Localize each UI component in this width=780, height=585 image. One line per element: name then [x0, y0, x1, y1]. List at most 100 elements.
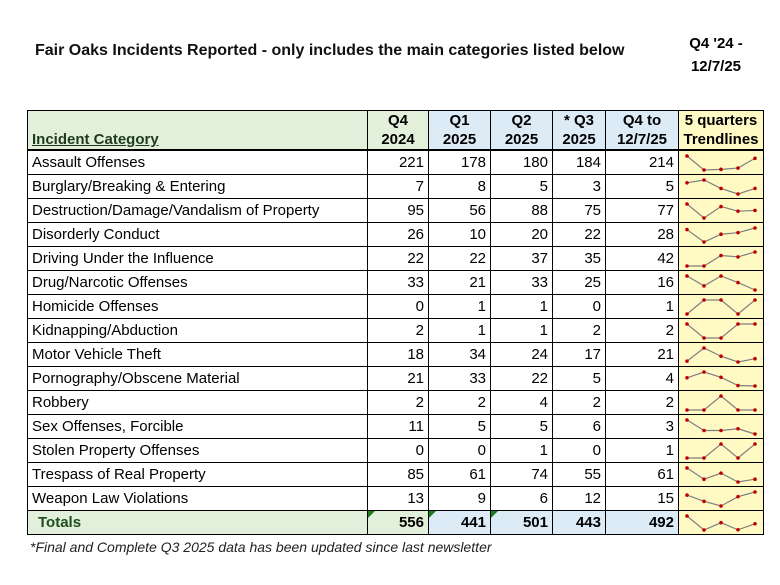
sparkline-marker: [719, 470, 723, 475]
value-q1-2025: 1: [428, 294, 491, 319]
sparkline-marker: [685, 201, 689, 206]
sparkline-marker: [685, 492, 689, 497]
sparkline: [685, 393, 757, 412]
trendline-cell: [678, 270, 764, 295]
sparkline: [685, 297, 757, 316]
sparkline-marker: [685, 263, 689, 268]
sparkline-marker: [685, 311, 689, 316]
sparkline-marker: [753, 431, 757, 436]
table-row: Kidnapping/Abduction 2 1 1 2 2: [27, 318, 764, 343]
totals-label: Totals: [27, 510, 368, 535]
category-cell: Robbery: [27, 390, 368, 415]
sparkline: [685, 273, 757, 292]
value-q3-2025: 12: [552, 486, 606, 511]
value-q4-2024: 2: [367, 390, 429, 415]
value-q2-2025: 5: [490, 174, 553, 199]
sparkline-path: [687, 394, 755, 411]
category-cell: Drug/Narcotic Offenses: [27, 270, 368, 295]
sparkline-marker: [702, 283, 706, 288]
table-row: Assault Offenses 221 178 180 184 214: [27, 149, 764, 175]
table-row: Weapon Law Violations 13 9 6 12 15: [27, 486, 764, 511]
value-q2-2025: 4: [490, 390, 553, 415]
table-row: Trespass of Real Property 85 61 74 55 61: [27, 462, 764, 487]
sparkline-marker: [719, 297, 723, 302]
value-q1-2025: 10: [428, 222, 491, 247]
value-q1-2025: 9: [428, 486, 491, 511]
trendline-cell: [678, 390, 764, 415]
value-q1-2025: 21: [428, 270, 491, 295]
table-row: Drug/Narcotic Offenses 33 21 33 25 16: [27, 270, 764, 295]
category-cell: Stolen Property Offenses: [27, 438, 368, 463]
value-q4-2024: 33: [367, 270, 429, 295]
sparkline: [685, 489, 757, 508]
value-q2-2025: 1: [490, 438, 553, 463]
sparkline-marker: [719, 353, 723, 358]
sparkline: [685, 177, 757, 196]
header-q4-to-date: Q4 to 12/7/25: [605, 110, 679, 151]
value-q2-2025: 180: [490, 149, 553, 175]
value-q4-2024: 556: [367, 510, 429, 535]
trendline-cell: [678, 366, 764, 391]
table-row: Homicide Offenses 0 1 1 0 1: [27, 294, 764, 319]
value-q3-2025: 22: [552, 222, 606, 247]
value-q3-2025: 2: [552, 390, 606, 415]
sparkline-marker: [702, 428, 706, 432]
value-q2-2025: 74: [490, 462, 553, 487]
sparkline-marker: [736, 230, 740, 234]
sparkline-marker: [736, 527, 740, 532]
value-q1-2025: 33: [428, 366, 491, 391]
value-q2-2025: 501: [490, 510, 553, 535]
value-q3-2025: 0: [552, 294, 606, 319]
value-q4-2024: 7: [367, 174, 429, 199]
value-q1-2025: 441: [428, 510, 491, 535]
value-q4-to-date: 15: [605, 486, 679, 511]
sparkline-marker: [702, 476, 706, 481]
value-q4-2024: 85: [367, 462, 429, 487]
value-q2-2025: 20: [490, 222, 553, 247]
sparkline-marker: [685, 407, 689, 412]
value-q4-to-date: 21: [605, 342, 679, 367]
value-q2-2025: 33: [490, 270, 553, 295]
sparkline-marker: [685, 273, 689, 278]
sparkline-marker: [702, 263, 706, 268]
date-range-label: Q4 '24 - 12/7/25: [689, 35, 743, 75]
sparkline-marker: [702, 345, 706, 350]
sparkline: [685, 513, 757, 532]
sparkline-path: [686, 298, 756, 315]
value-q4-to-date: 1: [605, 438, 679, 463]
trendline-cell: [678, 462, 764, 487]
report-title: Fair Oaks Incidents Reported - only incl…: [35, 42, 625, 59]
sparkline-marker: [736, 208, 740, 213]
value-q3-2025: 25: [552, 270, 606, 295]
sparkline-marker: [702, 239, 706, 244]
value-q4-to-date: 16: [605, 270, 679, 295]
sparkline-marker: [753, 383, 757, 388]
sparkline: [685, 249, 757, 268]
value-q2-2025: 6: [490, 486, 553, 511]
value-q3-2025: 75: [552, 198, 606, 223]
sparkline: [685, 201, 757, 220]
sparkline-marker: [719, 273, 723, 278]
sparkline-marker: [685, 465, 689, 470]
sparkline-marker: [719, 335, 723, 340]
sparkline-marker: [685, 455, 689, 460]
category-cell: Driving Under the Influence: [27, 246, 368, 271]
sparkline-marker: [719, 253, 723, 257]
sparkline-marker: [719, 375, 723, 379]
table-row: Stolen Property Offenses 0 0 1 0 1: [27, 438, 764, 463]
value-q2-2025: 37: [490, 246, 553, 271]
value-q2-2025: 1: [490, 294, 553, 319]
sparkline-marker: [702, 369, 706, 374]
sparkline-marker: [702, 177, 706, 182]
sparkline: [685, 369, 757, 388]
sparkline-path: [686, 274, 756, 291]
value-q3-2025: 17: [552, 342, 606, 367]
value-q4-to-date: 5: [605, 174, 679, 199]
sparkline-marker: [736, 494, 740, 498]
sparkline: [685, 345, 757, 364]
category-cell: Trespass of Real Property: [27, 462, 368, 487]
trendline-cell: [678, 149, 764, 175]
value-q1-2025: 178: [428, 149, 491, 175]
sparkline-marker: [736, 383, 740, 387]
value-q3-2025: 184: [552, 149, 606, 175]
